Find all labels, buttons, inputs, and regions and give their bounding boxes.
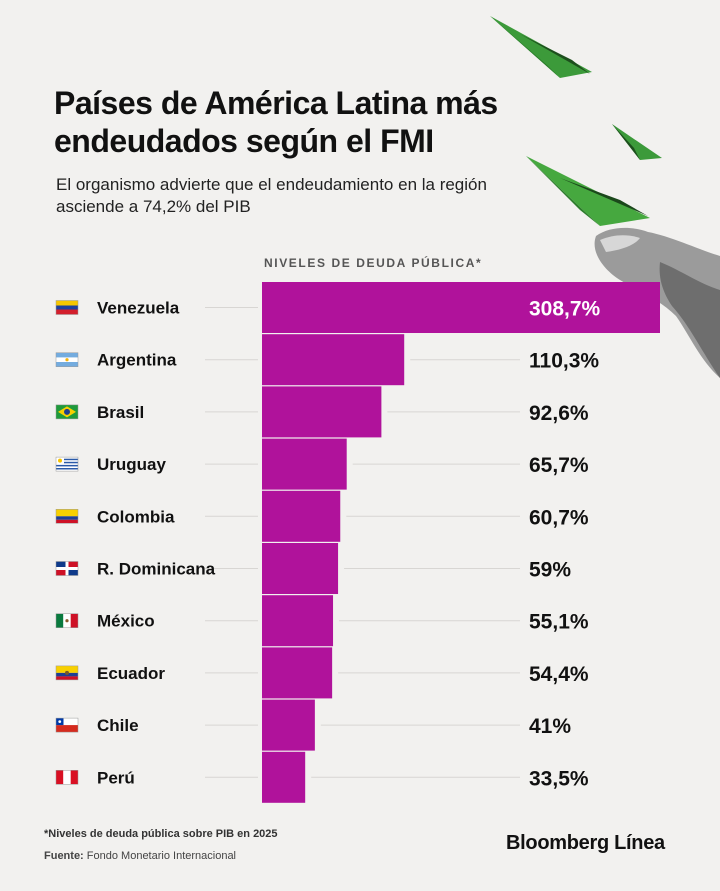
source-text: Fondo Monetario Internacional [86, 850, 237, 862]
category-label: Chile [97, 716, 139, 735]
flag-stripe [56, 718, 78, 726]
chart-subtitle: El organismo advierte que el endeudamien… [56, 175, 487, 216]
value-label: 110,3% [529, 350, 599, 373]
flag-border [55, 404, 79, 420]
flag-stripe [56, 519, 78, 524]
category-label: Brasil [97, 403, 144, 422]
bar-8 [262, 647, 333, 699]
category-label: Ecuador [97, 664, 165, 683]
category-label: Venezuela [97, 299, 180, 318]
flag-stripe [56, 770, 64, 785]
uruguay-flag-icon [55, 456, 79, 472]
flag-stripe [56, 305, 78, 310]
value-label: 92,6% [529, 402, 589, 425]
flag-stripe [56, 468, 78, 470]
flag-border [55, 352, 79, 367]
flag-stripe [56, 509, 78, 517]
flag-sun [58, 458, 62, 463]
flag-star [58, 720, 62, 723]
peru-flag-icon [55, 770, 79, 785]
flag-border [55, 300, 79, 315]
value-label: 54,4% [529, 663, 589, 686]
flag-emblem [65, 670, 69, 675]
dominicana-flag-icon [55, 561, 79, 576]
flag-stripe [56, 300, 78, 306]
value-label: 41% [529, 715, 571, 738]
bar-2 [262, 334, 405, 386]
bar-6 [262, 543, 339, 594]
flag-stripe [56, 613, 64, 628]
flag-sun [65, 358, 69, 362]
source-line: Fuente: Fondo Monetario Internacional [44, 850, 236, 862]
bar-10 [262, 751, 306, 803]
category-label: Uruguay [97, 455, 167, 474]
value-label: 65,7% [529, 454, 589, 477]
flag-stripe [56, 458, 78, 461]
value-label: 60,7% [529, 506, 589, 529]
flag-stripe [56, 309, 78, 315]
category-label: Perú [97, 768, 135, 787]
flag-globe [64, 408, 70, 415]
venezuela-flag-icon [55, 300, 79, 315]
flag-border [55, 561, 79, 576]
flag-stripe [56, 725, 78, 733]
value-label: 55,1% [529, 611, 589, 634]
axis-label: NIVELES DE DEUDA PÚBLICA* [264, 256, 483, 270]
chile-flag-icon [55, 717, 79, 733]
flag-border [55, 509, 79, 524]
colombia-flag-icon [55, 509, 79, 524]
chart-title: Países de América Latina más endeudados … [54, 85, 498, 159]
flag-stripe [70, 770, 78, 785]
flag-stripe [56, 461, 78, 464]
footnote: *Niveles de deuda pública sobre PIB en 2… [44, 828, 278, 840]
flag-stripe [63, 770, 71, 785]
flag-stripe [70, 613, 78, 628]
source-label: Fuente: [44, 850, 84, 862]
value-label: 33,5% [529, 767, 589, 790]
flag-quarter [68, 561, 78, 567]
bar-1 [262, 282, 660, 333]
flag-quarter [68, 570, 78, 576]
value-label: 59% [529, 559, 571, 582]
flag-border [55, 717, 79, 733]
flag-stripe [56, 516, 78, 520]
flag-border [55, 770, 79, 785]
bar-3 [262, 386, 382, 438]
bar-9 [262, 699, 315, 751]
flag-stripe [56, 665, 78, 673]
category-label: México [97, 612, 155, 631]
flag-quarter [56, 570, 66, 576]
flag-border [55, 665, 79, 681]
bar-5 [262, 490, 341, 542]
value-label: 308,7% [529, 298, 601, 321]
flag-stripe [56, 676, 78, 680]
bar-4 [262, 438, 347, 490]
argentina-flag-icon [55, 352, 79, 367]
flag-emblem [65, 619, 69, 623]
category-label: Argentina [97, 351, 177, 370]
bar-7 [262, 595, 334, 647]
mexico-flag-icon [55, 613, 79, 628]
brasil-flag-icon [55, 404, 79, 420]
flag-border [55, 613, 79, 628]
category-label: R. Dominicana [97, 560, 216, 579]
category-label: Colombia [97, 507, 175, 526]
ecuador-flag-icon [55, 665, 79, 681]
flag-stripe [56, 464, 78, 467]
flag-border [55, 456, 79, 472]
flag-quarter [56, 561, 66, 567]
brand-logo: Bloomberg Línea [506, 832, 665, 854]
